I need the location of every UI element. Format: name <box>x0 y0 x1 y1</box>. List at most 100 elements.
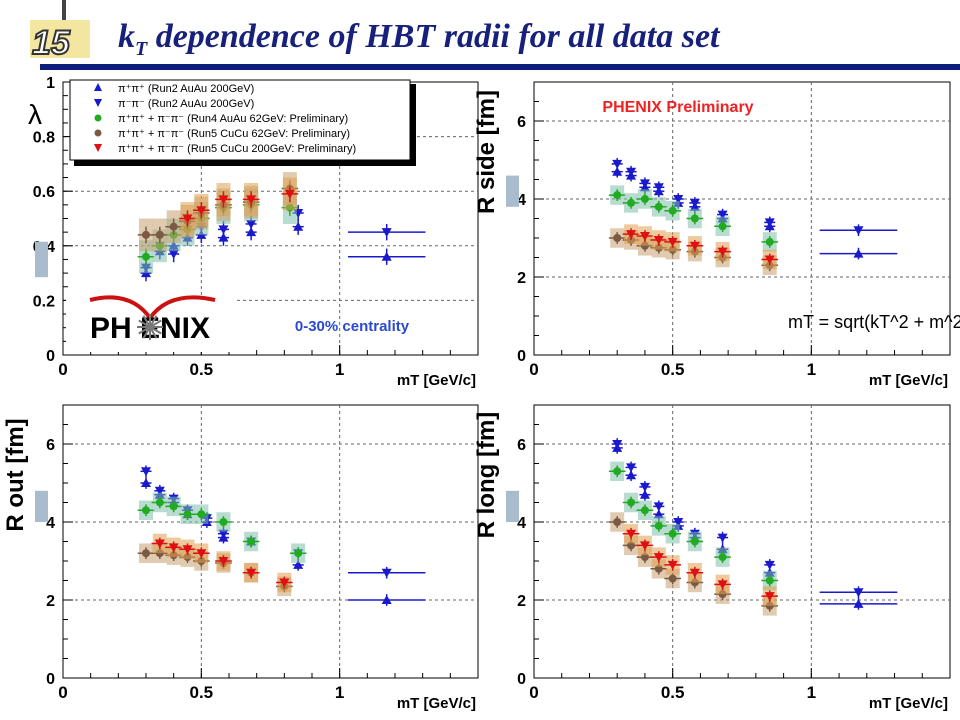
data-point <box>853 248 864 258</box>
plot-frame <box>62 404 479 679</box>
slide-number-logo: 15 <box>30 20 90 63</box>
data-point <box>640 506 649 515</box>
data-point <box>169 222 178 231</box>
y-tick-label: 2 <box>46 593 55 610</box>
normalization-band <box>35 490 48 522</box>
star-ray <box>142 326 151 339</box>
x-tick-label: 0.5 <box>190 360 214 379</box>
data-point <box>626 167 637 177</box>
data-point <box>764 255 775 265</box>
data-point <box>381 595 392 604</box>
data-point <box>765 576 774 585</box>
data-point <box>689 568 700 578</box>
y-axis-label: λ <box>28 99 42 130</box>
legend-marker <box>94 144 102 152</box>
data-point <box>612 159 623 169</box>
y-tick-label: 0 <box>46 348 55 365</box>
x-tick-label: 0 <box>529 360 538 379</box>
data-point <box>613 467 622 476</box>
data-point <box>284 189 295 199</box>
x-tick-label: 1 <box>807 683 816 702</box>
legend-entry: π⁺π⁺ + π⁻π⁻ (Run5 CuCu 62GeV: Preliminar… <box>118 128 350 140</box>
data-point <box>853 588 864 598</box>
data-point <box>196 206 207 216</box>
legend-marker <box>94 114 102 122</box>
data-point <box>381 568 392 578</box>
x-tick-label: 1 <box>807 360 816 379</box>
data-point <box>294 549 303 558</box>
data-point <box>853 598 864 608</box>
data-point <box>717 533 728 543</box>
data-point <box>246 195 257 205</box>
data-point <box>142 549 150 558</box>
plot-frame <box>533 404 951 679</box>
legend-entry: π⁻π⁻ (Run2 AuAu 200GeV) <box>118 98 254 110</box>
data-point <box>717 247 728 257</box>
y-tick-label: 0.6 <box>33 184 55 201</box>
data-point <box>668 529 677 538</box>
data-point <box>718 553 727 562</box>
mt-formula: mT = sqrt(kT^2 + m^2) <box>788 312 960 332</box>
x-tick-label: 0.5 <box>661 683 685 702</box>
data-point <box>764 218 775 228</box>
data-point <box>689 198 700 208</box>
centrality-label: 0-30% centrality <box>295 318 410 335</box>
data-point <box>627 498 636 507</box>
data-point <box>668 206 677 215</box>
data-point <box>182 214 193 224</box>
star-ray <box>142 315 151 328</box>
data-point <box>673 518 684 527</box>
x-axis-label: mT [GeV/c] <box>869 372 948 389</box>
panel-Rside: 0 2 4 6 0 0.5 1 mT [GeV/c] R side [fm] <box>473 81 951 389</box>
legend-entry: π⁺π⁺ + π⁻π⁻ (Run4 AuAu 62GeV: Preliminar… <box>118 113 348 125</box>
y-tick-label: 0 <box>517 671 526 688</box>
legend-marker <box>94 129 102 137</box>
y-axis-label: R out [fm] <box>2 418 29 531</box>
data-point <box>293 221 304 231</box>
slide-number: 15 <box>32 24 71 62</box>
normalization-band <box>506 175 519 207</box>
y-tick-label: 0.8 <box>33 130 55 147</box>
y-tick-label: 1 <box>46 75 55 92</box>
data-point <box>142 230 150 239</box>
data-point <box>613 234 622 242</box>
y-axis-label: R side [fm] <box>473 90 500 214</box>
data-point <box>246 219 257 229</box>
data-point <box>612 166 623 176</box>
star-ray <box>149 326 162 335</box>
x-tick-label: 0 <box>58 683 67 702</box>
star-ray <box>149 326 158 339</box>
data-point <box>673 195 684 204</box>
legend-entry: π⁺π⁺ (Run2 AuAu 200GeV) <box>118 83 254 95</box>
title-underline-bar <box>40 64 960 70</box>
data-point <box>247 537 256 546</box>
data-point <box>626 230 637 240</box>
data-point <box>653 509 664 519</box>
y-tick-label: 4 <box>517 515 526 532</box>
data-point <box>279 578 290 588</box>
data-point <box>626 529 637 539</box>
data-point <box>639 179 650 189</box>
normalization-band <box>35 241 48 278</box>
x-axis-label: mT [GeV/c] <box>397 695 476 712</box>
data-point <box>718 222 727 231</box>
data-point <box>653 235 664 245</box>
panel-Rout: 0 2 4 6 0 0.5 1 mT [GeV/c] R out [fm] <box>2 404 479 712</box>
data-point <box>653 183 664 193</box>
x-tick-label: 1 <box>335 683 344 702</box>
data-point <box>639 541 650 551</box>
phenix-logo-star <box>137 314 163 340</box>
data-point <box>853 226 864 236</box>
data-point <box>653 502 664 512</box>
data-point <box>668 574 677 583</box>
data-point <box>154 539 165 549</box>
data-point <box>197 510 206 519</box>
data-point <box>613 518 622 526</box>
data-point <box>218 195 229 205</box>
data-point <box>717 210 728 220</box>
y-tick-label: 0.2 <box>33 293 55 310</box>
data-point <box>613 191 622 200</box>
legend-marker <box>94 99 102 107</box>
data-point <box>169 502 178 511</box>
